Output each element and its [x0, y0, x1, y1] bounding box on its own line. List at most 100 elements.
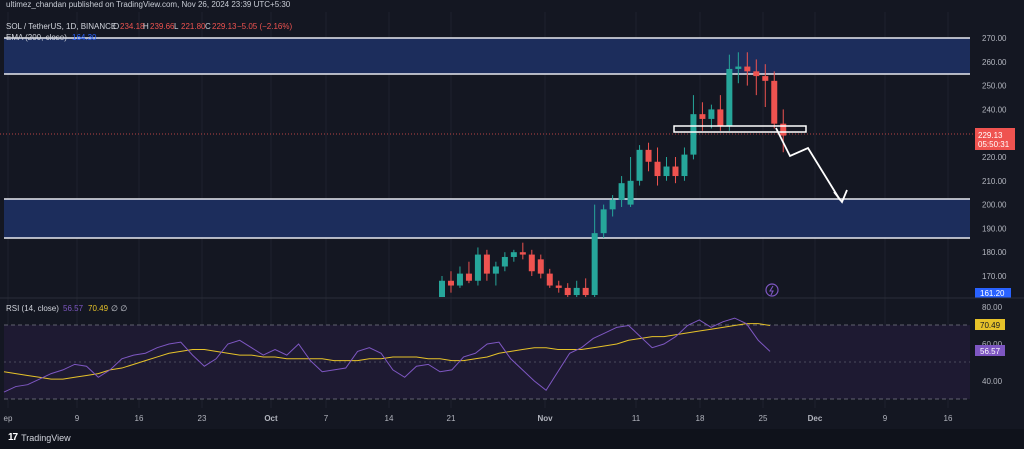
rsi-tick: 40.00 [982, 377, 1003, 386]
lightning-icon[interactable] [765, 283, 779, 297]
candle-body[interactable] [439, 280, 445, 297]
price-tick: 180.00 [982, 248, 1007, 257]
rsi-badge-value: 56.57 [980, 347, 1001, 356]
candle-body[interactable] [636, 149, 643, 181]
footer-bar: 17 TradingView [0, 429, 1024, 449]
projection-arrow[interactable] [775, 127, 841, 201]
price-tick: 190.00 [982, 224, 1007, 233]
high-value: 239.66 [150, 22, 175, 31]
rsi-value: 56.57 [63, 304, 84, 313]
price-tick: 200.00 [982, 201, 1007, 210]
time-label: ep [4, 414, 13, 423]
rsi-badge [975, 345, 1005, 356]
trading-chart[interactable]: SOL / TetherUS, 1D, BINANCE O 234.18 H 2… [0, 0, 1024, 429]
price-tick: 270.00 [982, 34, 1007, 43]
candle-body[interactable] [564, 287, 571, 296]
ema-badge-value: 161.20 [980, 289, 1005, 298]
candle-body[interactable] [474, 254, 481, 281]
arrow-head-icon [833, 189, 848, 204]
time-label: 7 [324, 414, 329, 423]
time-label: 18 [696, 414, 705, 423]
time-label: 16 [135, 414, 144, 423]
time-label: Nov [537, 414, 553, 423]
candle-body[interactable] [726, 68, 733, 127]
symbol-label: SOL / TetherUS, 1D, BINANCE [6, 22, 116, 31]
price-tick: 220.00 [982, 153, 1007, 162]
candle-body[interactable] [717, 109, 724, 127]
candle-body[interactable] [744, 66, 751, 72]
candle-body[interactable] [780, 123, 787, 136]
price-axis[interactable] [974, 12, 1024, 297]
candle-body[interactable] [645, 149, 652, 162]
time-label: 9 [883, 414, 888, 423]
time-label: 25 [759, 414, 768, 423]
open-label: O [113, 22, 119, 31]
candle-body[interactable] [735, 66, 742, 69]
candle-body[interactable] [456, 273, 463, 286]
candle-body[interactable] [672, 166, 679, 177]
candle-body[interactable] [753, 71, 760, 77]
candle-body[interactable] [447, 280, 454, 286]
time-label: 11 [632, 414, 641, 423]
candle-body[interactable] [600, 209, 607, 234]
candle-body[interactable] [582, 287, 589, 296]
candle-body[interactable] [510, 252, 517, 257]
resistance-zone[interactable] [4, 38, 970, 74]
candle-body[interactable] [708, 109, 715, 119]
time-label: Oct [264, 414, 278, 423]
time-label: 16 [944, 414, 953, 423]
rsi-label: RSI (14, close) [6, 304, 59, 313]
candle-body[interactable] [483, 254, 490, 274]
rsi-tick: 60.00 [982, 340, 1003, 349]
last-price-badge [975, 128, 1015, 150]
candle-body[interactable] [555, 285, 562, 288]
rsi-lines-group [3, 317, 771, 393]
candle-body[interactable] [528, 254, 535, 272]
candle-body[interactable] [492, 266, 499, 274]
time-label: 23 [198, 414, 207, 423]
candle-body[interactable] [690, 114, 697, 155]
low-label: L [174, 22, 179, 31]
candle-body[interactable] [591, 233, 598, 296]
candle-body[interactable] [699, 114, 706, 119]
time-label: 14 [385, 414, 394, 423]
candles-group [439, 52, 787, 297]
candle-body[interactable] [465, 273, 472, 281]
rsi-tick: 80.00 [982, 303, 1003, 312]
candle-body[interactable] [663, 166, 670, 177]
close-label: C [205, 22, 211, 31]
candle-body[interactable] [627, 180, 634, 205]
ema-value: 164.30 [72, 33, 97, 42]
time-label: 9 [75, 414, 80, 423]
time-axis[interactable] [0, 408, 1024, 429]
rsi-flags: ∅ ∅ [111, 304, 127, 313]
tradingview-brand[interactable]: 17 TradingView [8, 432, 71, 443]
ema-label: EMA (200, close) [6, 33, 67, 42]
close-value: 229.13 [212, 22, 237, 31]
price-tick: 170.00 [982, 272, 1007, 281]
price-tick: 210.00 [982, 177, 1007, 186]
candle-body[interactable] [546, 273, 553, 286]
candle-body[interactable] [537, 259, 544, 274]
brand-name: TradingView [21, 432, 71, 443]
candle-body[interactable] [618, 183, 625, 200]
candle-body[interactable] [681, 154, 688, 177]
change-value: −5.05 (−2.16%) [237, 22, 292, 31]
open-value: 234.18 [120, 22, 145, 31]
publisher-credit: ultimez_chandan published on TradingView… [6, 0, 291, 9]
candle-body[interactable] [762, 76, 769, 81]
candle-body[interactable] [771, 80, 778, 124]
breakdown-box[interactable] [673, 125, 807, 133]
high-label: H [143, 22, 149, 31]
rsi-line[interactable] [3, 317, 771, 393]
support-zone[interactable] [4, 199, 970, 238]
candle-body[interactable] [609, 199, 616, 210]
candle-body[interactable] [519, 252, 526, 255]
candle-body[interactable] [573, 287, 580, 296]
candle-body[interactable] [501, 256, 508, 267]
countdown-value: 05:50:31 [978, 140, 1010, 149]
time-axis-labels: ep 9 16 23 Oct 7 14 21 Nov 11 18 25 Dec 9 16 [4, 414, 953, 423]
price-tick: 250.00 [982, 82, 1007, 91]
candle-body[interactable] [654, 161, 661, 177]
rsi-ma-value: 70.49 [88, 304, 109, 313]
